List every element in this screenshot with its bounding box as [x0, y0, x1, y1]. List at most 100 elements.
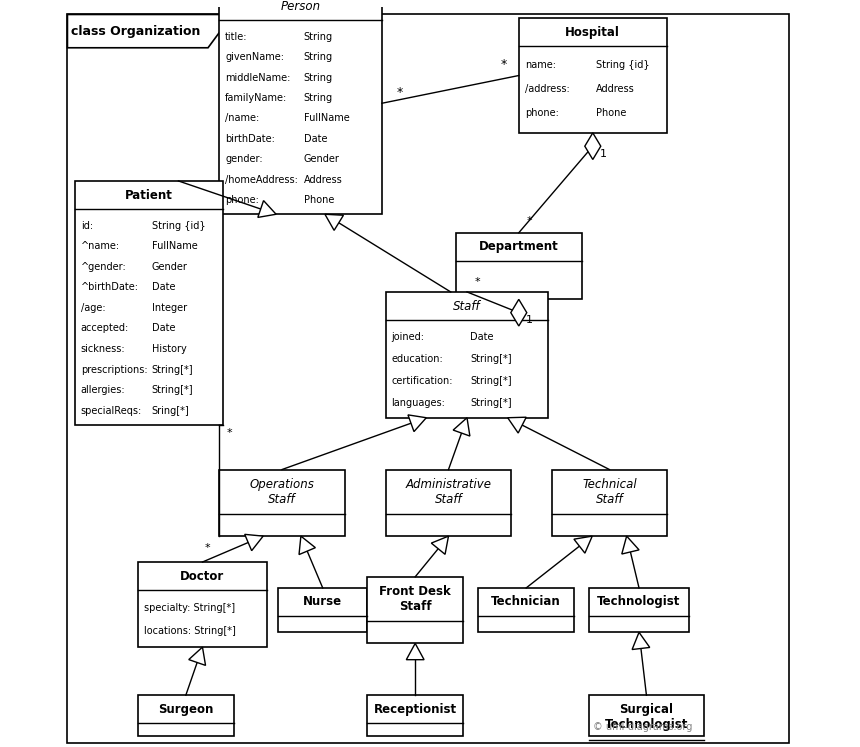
FancyBboxPatch shape — [219, 0, 382, 214]
FancyBboxPatch shape — [138, 562, 267, 647]
Text: joined:: joined: — [391, 332, 425, 342]
Text: Date: Date — [151, 282, 175, 292]
FancyBboxPatch shape — [589, 588, 689, 632]
Text: locations: String[*]: locations: String[*] — [144, 626, 236, 636]
FancyBboxPatch shape — [385, 292, 549, 418]
Text: String[*]: String[*] — [470, 397, 512, 408]
Text: Date: Date — [304, 134, 328, 143]
FancyBboxPatch shape — [138, 695, 234, 736]
Text: /homeAddress:: /homeAddress: — [225, 175, 298, 185]
Text: specialty: String[*]: specialty: String[*] — [144, 604, 235, 613]
FancyBboxPatch shape — [367, 695, 464, 736]
Text: String: String — [304, 93, 333, 103]
Text: Department: Department — [479, 241, 559, 253]
Polygon shape — [585, 133, 601, 160]
Text: String {id}: String {id} — [596, 61, 649, 70]
Text: Gender: Gender — [304, 154, 340, 164]
FancyBboxPatch shape — [589, 695, 703, 736]
Text: Address: Address — [304, 175, 342, 185]
Text: Gender: Gender — [151, 261, 187, 272]
Text: String {id}: String {id} — [151, 220, 206, 231]
Text: ^gender:: ^gender: — [81, 261, 126, 272]
Text: ^name:: ^name: — [81, 241, 120, 251]
Text: id:: id: — [81, 220, 93, 231]
Text: gender:: gender: — [225, 154, 262, 164]
Polygon shape — [432, 536, 449, 554]
FancyBboxPatch shape — [456, 233, 581, 300]
Text: Sring[*]: Sring[*] — [151, 406, 189, 416]
Polygon shape — [453, 418, 470, 436]
Polygon shape — [245, 534, 263, 551]
Text: Date: Date — [151, 323, 175, 333]
Text: phone:: phone: — [225, 195, 259, 205]
Text: languages:: languages: — [391, 397, 445, 408]
Text: Patient: Patient — [125, 188, 173, 202]
Polygon shape — [408, 415, 427, 432]
Text: FullName: FullName — [151, 241, 198, 251]
Text: Hospital: Hospital — [565, 25, 620, 39]
Text: Surgical
Technologist: Surgical Technologist — [605, 704, 688, 731]
Text: String[*]: String[*] — [151, 365, 194, 374]
FancyBboxPatch shape — [67, 14, 789, 743]
Polygon shape — [258, 201, 276, 217]
FancyBboxPatch shape — [75, 181, 223, 425]
Text: name:: name: — [525, 61, 556, 70]
Polygon shape — [299, 536, 316, 554]
Text: class Organization: class Organization — [71, 25, 200, 37]
Text: Front Desk
Staff: Front Desk Staff — [379, 585, 452, 613]
Text: Phone: Phone — [596, 108, 626, 117]
Text: givenName:: givenName: — [225, 52, 284, 62]
Text: String: String — [304, 52, 333, 62]
Text: Person: Person — [280, 0, 321, 13]
Text: *: * — [526, 216, 531, 226]
Text: Doctor: Doctor — [181, 569, 224, 583]
Text: *: * — [501, 58, 507, 71]
Text: *: * — [475, 276, 480, 287]
Text: /name:: /name: — [225, 114, 260, 123]
Text: Operations
Staff: Operations Staff — [249, 478, 315, 506]
Polygon shape — [511, 300, 527, 326]
Polygon shape — [632, 632, 650, 649]
Text: /age:: /age: — [81, 303, 106, 313]
Text: phone:: phone: — [525, 108, 559, 117]
Text: String[*]: String[*] — [470, 354, 512, 364]
FancyBboxPatch shape — [552, 470, 666, 536]
Polygon shape — [406, 643, 424, 660]
Text: education:: education: — [391, 354, 443, 364]
Text: prescriptions:: prescriptions: — [81, 365, 147, 374]
Text: accepted:: accepted: — [81, 323, 129, 333]
FancyBboxPatch shape — [519, 18, 666, 133]
FancyBboxPatch shape — [279, 588, 367, 632]
Text: sickness:: sickness: — [81, 344, 126, 354]
Text: Technical
Staff: Technical Staff — [582, 478, 636, 506]
Text: *: * — [226, 428, 232, 438]
Text: Surgeon: Surgeon — [158, 703, 213, 716]
Polygon shape — [67, 14, 223, 48]
Text: specialReqs:: specialReqs: — [81, 406, 142, 416]
Text: familyName:: familyName: — [225, 93, 287, 103]
Text: Address: Address — [596, 84, 635, 94]
Text: History: History — [151, 344, 187, 354]
Polygon shape — [574, 536, 593, 554]
Text: Nurse: Nurse — [303, 595, 342, 609]
Text: Administrative
Staff: Administrative Staff — [406, 478, 492, 506]
Text: middleName:: middleName: — [225, 72, 291, 82]
Polygon shape — [622, 536, 639, 554]
FancyBboxPatch shape — [367, 577, 464, 643]
FancyBboxPatch shape — [385, 470, 512, 536]
Text: String[*]: String[*] — [470, 376, 512, 386]
Text: 1: 1 — [526, 315, 533, 325]
Text: Technician: Technician — [491, 595, 561, 609]
Text: 1: 1 — [600, 149, 607, 158]
Text: *: * — [205, 543, 210, 553]
FancyBboxPatch shape — [478, 588, 574, 632]
Text: certification:: certification: — [391, 376, 453, 386]
Text: String[*]: String[*] — [151, 385, 194, 395]
Text: birthDate:: birthDate: — [225, 134, 275, 143]
Text: allergies:: allergies: — [81, 385, 126, 395]
Text: © uml-diagrams.org: © uml-diagrams.org — [593, 722, 692, 732]
Polygon shape — [188, 647, 206, 666]
Text: title:: title: — [225, 31, 248, 42]
Text: String: String — [304, 31, 333, 42]
Text: Receptionist: Receptionist — [373, 703, 457, 716]
